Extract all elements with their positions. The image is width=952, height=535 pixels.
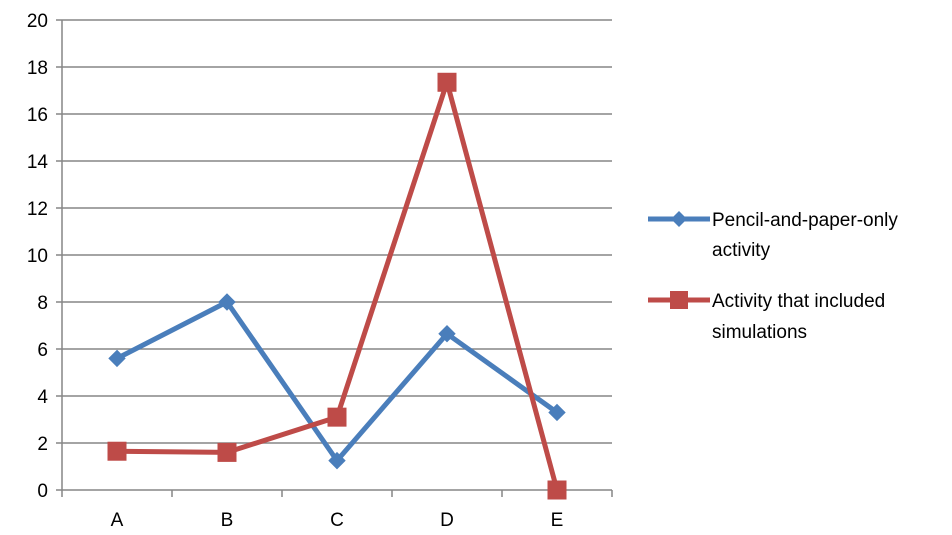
data-point-diamond: [548, 403, 566, 422]
series-markers: [107, 72, 567, 500]
legend: Pencil-and-paper-only activity Activity …: [648, 210, 898, 343]
y-tick-label: 12: [27, 199, 48, 220]
data-point-diamond: [108, 349, 126, 368]
y-tick-label: 0: [37, 481, 48, 502]
legend-entry-series-1: Pencil-and-paper-only activity: [648, 210, 898, 261]
y-tick-label: 14: [27, 152, 49, 173]
legend-marker-square-icon: [670, 291, 688, 309]
data-point-square: [437, 72, 457, 92]
y-tick-label: 8: [37, 293, 48, 314]
x-tick-label: D: [440, 510, 454, 531]
legend-entry-series-2: Activity that included simulations: [648, 291, 885, 343]
data-point-square: [327, 407, 347, 427]
y-tick-label: 10: [27, 246, 48, 267]
data-point-diamond: [218, 293, 236, 311]
y-tick-label: 18: [27, 58, 48, 79]
series-line-2: [116, 79, 560, 491]
axes: [56, 19, 613, 497]
legend-label-series-2-line-1: Activity that included: [712, 291, 885, 312]
y-tick-label: 4: [37, 387, 48, 408]
x-tick-label: B: [221, 510, 234, 531]
data-point-diamond: [328, 451, 346, 470]
y-tick-label: 6: [37, 340, 48, 361]
x-axis-tick-labels: A B C D E: [111, 510, 564, 531]
legend-marker-diamond-icon: [671, 211, 687, 227]
gridlines: [62, 19, 612, 444]
legend-label-series-2-line-2: simulations: [712, 322, 807, 343]
data-point-square: [217, 442, 237, 462]
legend-label-series-1-line-2: activity: [712, 240, 771, 261]
y-tick-label: 2: [37, 434, 48, 455]
series-lines: [115, 79, 560, 491]
y-axis-tick-labels: 0 2 4 6 8 10 12 14 16 18 20: [27, 11, 49, 502]
legend-label-series-1-line-1: Pencil-and-paper-only: [712, 210, 898, 231]
y-tick-label: 16: [27, 105, 48, 126]
data-point-square: [547, 480, 567, 500]
data-point-square: [107, 441, 127, 461]
series-line-1: [115, 299, 559, 464]
y-tick-label: 20: [27, 11, 48, 32]
x-tick-label: E: [551, 510, 564, 531]
x-tick-label: A: [111, 510, 124, 531]
data-point-diamond: [438, 325, 456, 343]
x-tick-label: C: [330, 510, 344, 531]
